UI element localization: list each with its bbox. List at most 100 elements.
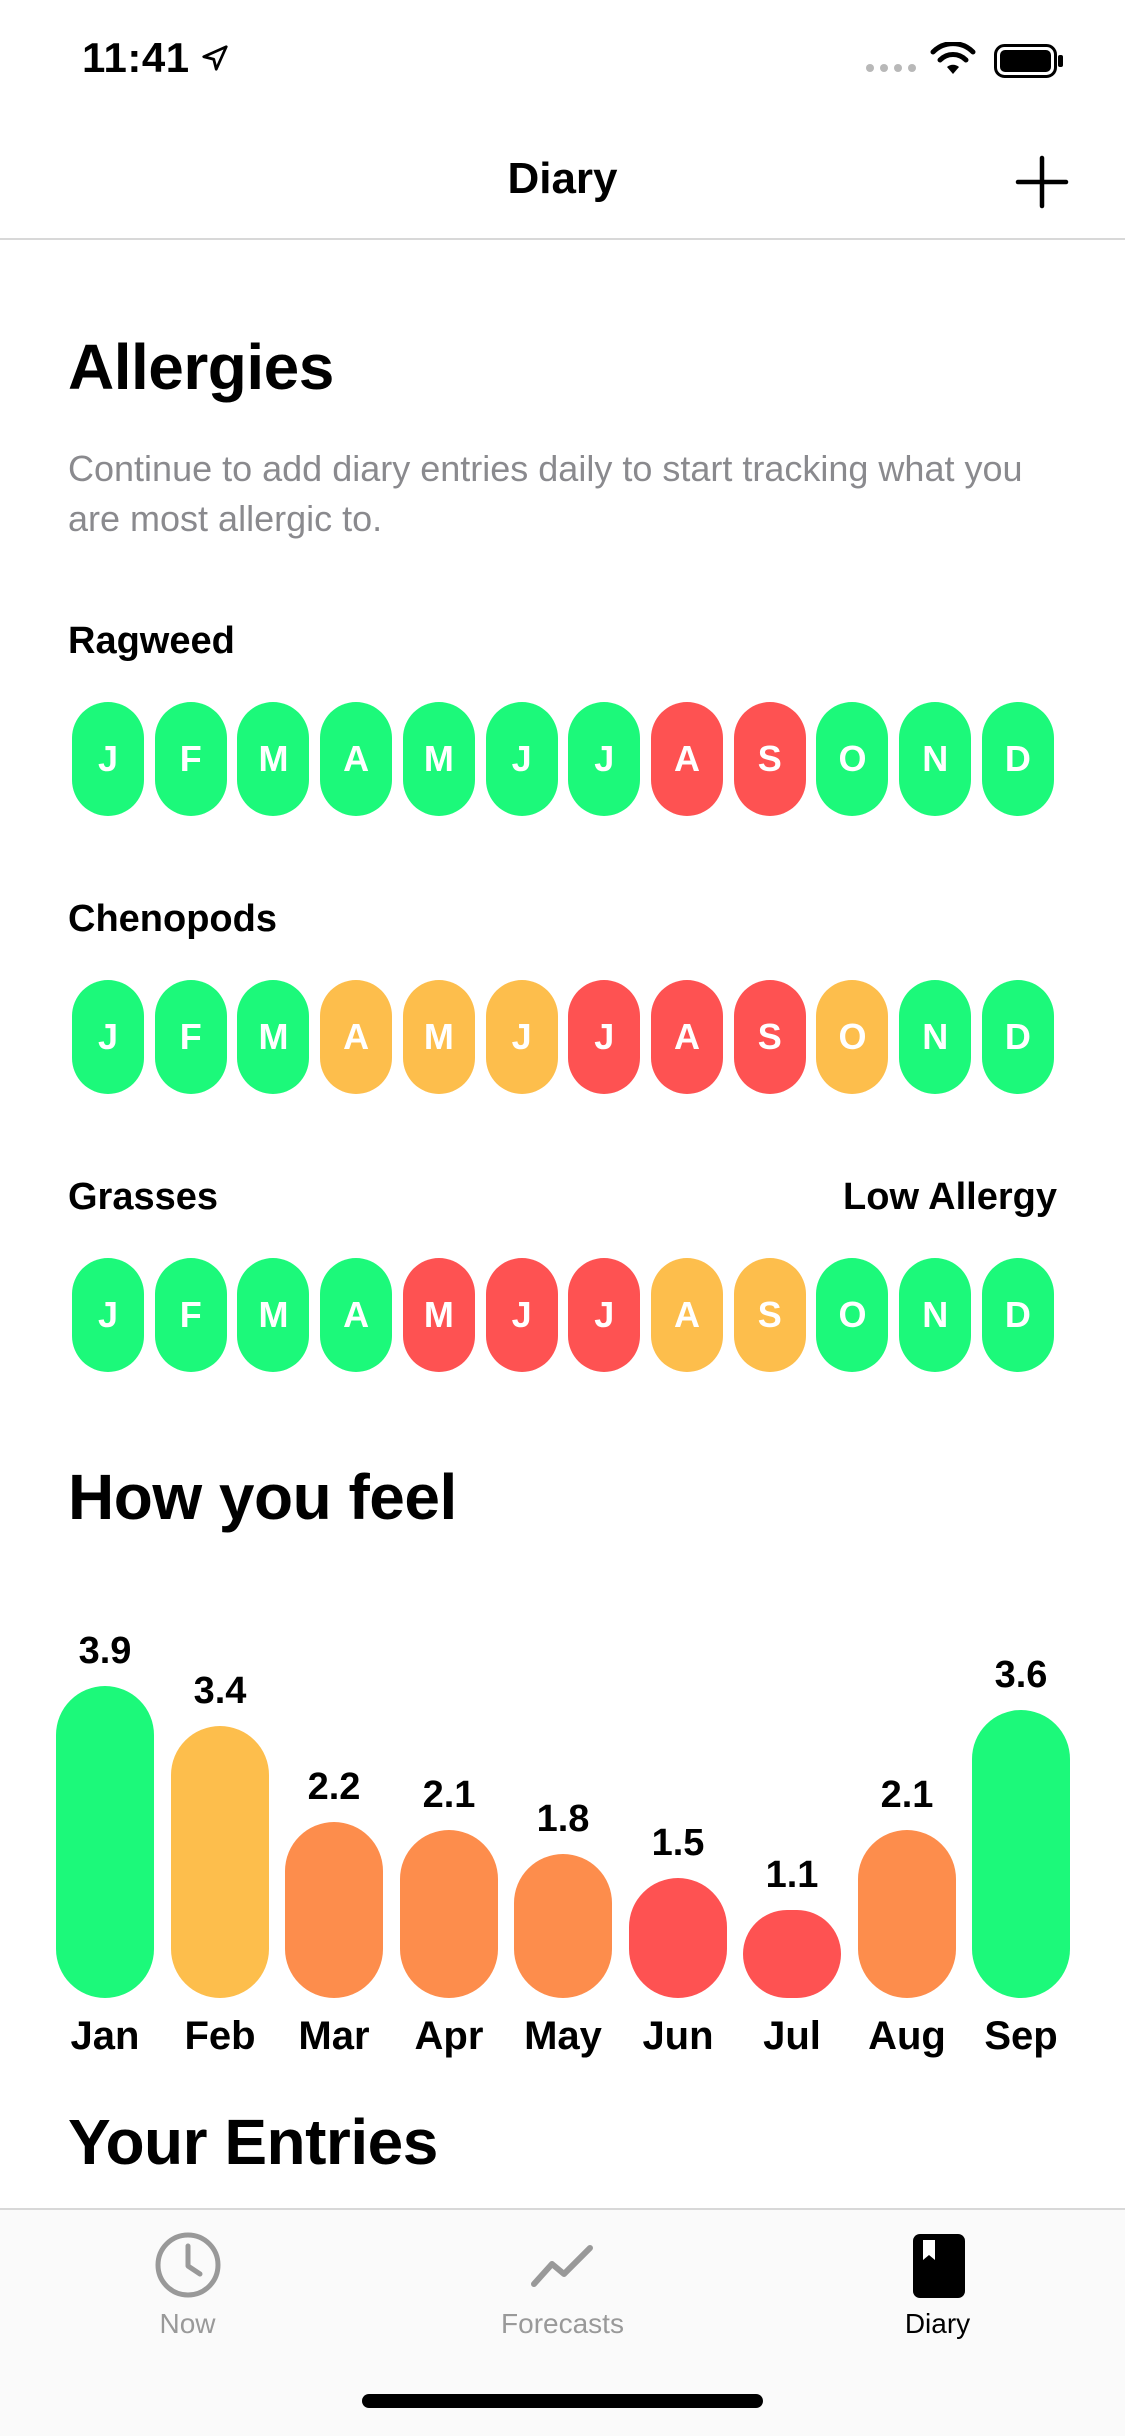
allergies-subtitle: Continue to add diary entries daily to s… (68, 448, 1023, 539)
month-pill: O (816, 1258, 889, 1372)
bar-value-label: 1.5 (651, 1822, 705, 1864)
location-arrow-icon (201, 45, 228, 71)
your-entries-title: Your Entries (68, 2106, 438, 2178)
bar-month-label: Jan (70, 2014, 140, 2058)
allergen-name: Chenopods (68, 898, 277, 940)
bar-column-jun: 1.5 Jun (629, 1580, 727, 2058)
bar-value-label: 3.4 (193, 1670, 247, 1712)
month-pill: M (402, 1258, 475, 1372)
allergy-level-label: Low Allergy (843, 1176, 1057, 1218)
month-pill: N (899, 1258, 972, 1372)
status-time: 11:41 (82, 34, 230, 82)
wifi-icon (930, 42, 976, 74)
bar-value-label: 2.1 (880, 1774, 934, 1816)
month-pill: N (899, 980, 972, 1094)
bar-column-mar: 2.2 Mar (285, 1580, 383, 2058)
tab-now-label: Now (159, 2308, 216, 2339)
allergies-title: Allergies (68, 331, 334, 403)
month-pill: A (320, 1258, 393, 1372)
month-pill: D (981, 1258, 1054, 1372)
month-pill: S (733, 702, 806, 816)
bar-month-label: Jun (642, 2014, 714, 2058)
tab-diary-label: Diary (904, 2308, 971, 2339)
month-pill: S (733, 1258, 806, 1372)
add-entry-button[interactable] (1012, 152, 1072, 212)
bar-value-label: 3.9 (78, 1630, 132, 1672)
month-pill: J (72, 702, 144, 816)
bar-value-label: 2.1 (422, 1774, 476, 1816)
status-time-text: 11:41 (82, 34, 190, 81)
month-pill: F (154, 980, 227, 1094)
allergen-name: Ragweed (68, 620, 235, 662)
month-pill: A (651, 980, 724, 1094)
month-pill: J (485, 702, 558, 816)
month-pill: A (651, 702, 724, 816)
diary-content[interactable]: Allergies Continue to add diary entries … (0, 240, 1125, 2208)
how-you-feel-chart: 3.9 Jan 3.4 Feb 2.2 Mar 2.1 Apr 1.8 May 1.5 Jun 1.1 J… (56, 1580, 1072, 2058)
battery-icon (994, 44, 1063, 78)
bar-month-label: Aug (868, 2014, 946, 2058)
month-pill: J (485, 980, 558, 1094)
tab-forecasts[interactable]: Forecasts (375, 2210, 750, 2360)
bar (400, 1830, 498, 1998)
bar-month-label: Sep (984, 2014, 1058, 2058)
tab-diary[interactable]: Diary (750, 2210, 1125, 2360)
month-pill: J (72, 1258, 144, 1372)
bar-month-label: Mar (298, 2014, 370, 2058)
bar (629, 1878, 727, 1998)
bar-column-may: 1.8 May (514, 1580, 612, 2058)
chart-line-icon (531, 2245, 593, 2287)
plus-icon (1015, 155, 1069, 209)
clock-icon (155, 2232, 221, 2298)
month-pill: F (154, 1258, 227, 1372)
month-pill: M (237, 1258, 310, 1372)
bar (858, 1830, 956, 1998)
bar-column-apr: 2.1 Apr (400, 1580, 498, 2058)
bar (514, 1854, 612, 1998)
month-pill: J (568, 1258, 641, 1372)
tab-now[interactable]: Now (0, 2210, 375, 2360)
bar (56, 1686, 154, 1998)
how-you-feel-title: How you feel (68, 1461, 457, 1533)
month-pill: O (816, 980, 889, 1094)
bar (285, 1822, 383, 1998)
bar (972, 1710, 1070, 1998)
bar-value-label: 3.6 (994, 1654, 1048, 1696)
bar (171, 1726, 269, 1998)
month-pill: M (402, 702, 475, 816)
bar-column-jul: 1.1 Jul (743, 1580, 841, 2058)
month-pill: A (320, 702, 393, 816)
month-pill: J (72, 980, 144, 1094)
tab-forecasts-label: Forecasts (501, 2308, 624, 2339)
month-pill: J (568, 980, 641, 1094)
month-pill: A (651, 1258, 724, 1372)
month-pill: M (402, 980, 475, 1094)
nav-title: Diary (507, 154, 618, 203)
month-pill: M (237, 980, 310, 1094)
month-pill: O (816, 702, 889, 816)
bar-column-aug: 2.1 Aug (858, 1580, 956, 2058)
bar-column-jan: 3.9 Jan (56, 1580, 154, 2058)
bar-value-label: 1.8 (536, 1798, 590, 1840)
month-pill: M (237, 702, 310, 816)
allergen-name: Grasses (68, 1176, 219, 1218)
navigation-bar: Diary (0, 132, 1125, 240)
month-pill: F (154, 702, 227, 816)
month-pill: J (568, 702, 641, 816)
bar-month-label: Apr (414, 2014, 484, 2058)
month-pill: S (733, 980, 806, 1094)
bar-month-label: May (524, 2014, 602, 2058)
month-pill: D (981, 702, 1054, 816)
bar-column-sep: 3.6 Sep (972, 1580, 1070, 2058)
home-indicator (362, 2394, 763, 2408)
bar-month-label: Feb (184, 2014, 256, 2058)
bar (743, 1910, 841, 1998)
month-pill: N (899, 702, 972, 816)
month-pill: D (981, 980, 1054, 1094)
status-bar: 11:41 (0, 0, 1125, 132)
bar-value-label: 1.1 (765, 1854, 819, 1896)
month-pill: A (320, 980, 393, 1094)
